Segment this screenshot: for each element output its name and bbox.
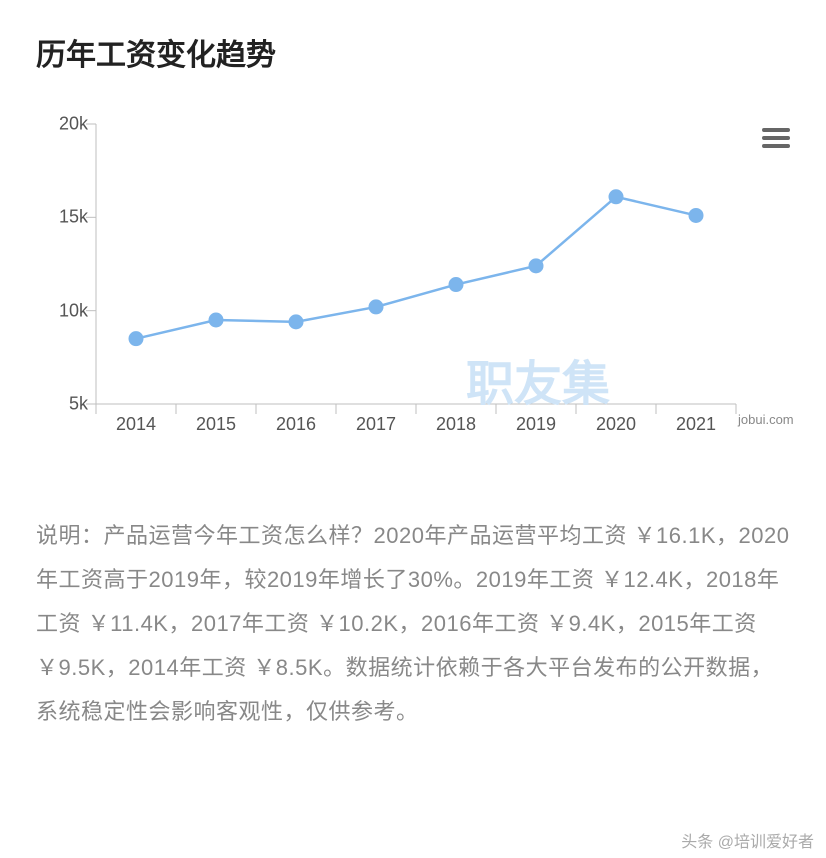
- x-tick-label: 2017: [356, 414, 396, 435]
- y-tick-label: 10k: [59, 300, 88, 321]
- chart-menu-icon[interactable]: [762, 128, 790, 148]
- y-tick-label: 15k: [59, 207, 88, 228]
- data-point[interactable]: [209, 313, 223, 327]
- x-axis-labels: 2014 2015 2016 2017 2018 2019 2020 2021: [96, 414, 736, 444]
- data-point[interactable]: [129, 332, 143, 346]
- chart-credit: jobui.com: [738, 412, 794, 427]
- y-axis-labels: 5k10k15k20k: [36, 124, 96, 434]
- x-tick-label: 2016: [276, 414, 316, 435]
- data-point[interactable]: [449, 278, 463, 292]
- chart-area: 5k10k15k20k 职友集 201420152016201720182019…: [36, 124, 756, 434]
- data-point[interactable]: [369, 300, 383, 314]
- y-tick-label: 20k: [59, 114, 88, 135]
- x-tick-label: 2018: [436, 414, 476, 435]
- data-point[interactable]: [689, 208, 703, 222]
- description-text: 说明：产品运营今年工资怎么样？2020年产品运营平均工资 ￥16.1K，2020…: [36, 514, 790, 734]
- data-point[interactable]: [529, 259, 543, 273]
- chart-svg: [96, 124, 736, 404]
- page-title: 历年工资变化趋势: [36, 30, 790, 74]
- x-tick-label: 2020: [596, 414, 636, 435]
- data-point[interactable]: [609, 190, 623, 204]
- x-tick-label: 2021: [676, 414, 716, 435]
- y-tick-label: 5k: [69, 394, 88, 415]
- chart-plot: 职友集: [96, 124, 736, 404]
- chart-container: 5k10k15k20k 职友集 201420152016201720182019…: [36, 124, 790, 434]
- data-point[interactable]: [289, 315, 303, 329]
- x-tick-label: 2015: [196, 414, 236, 435]
- x-tick-label: 2014: [116, 414, 156, 435]
- footer-credit: 头条 @培训爱好者: [681, 828, 814, 852]
- x-tick-label: 2019: [516, 414, 556, 435]
